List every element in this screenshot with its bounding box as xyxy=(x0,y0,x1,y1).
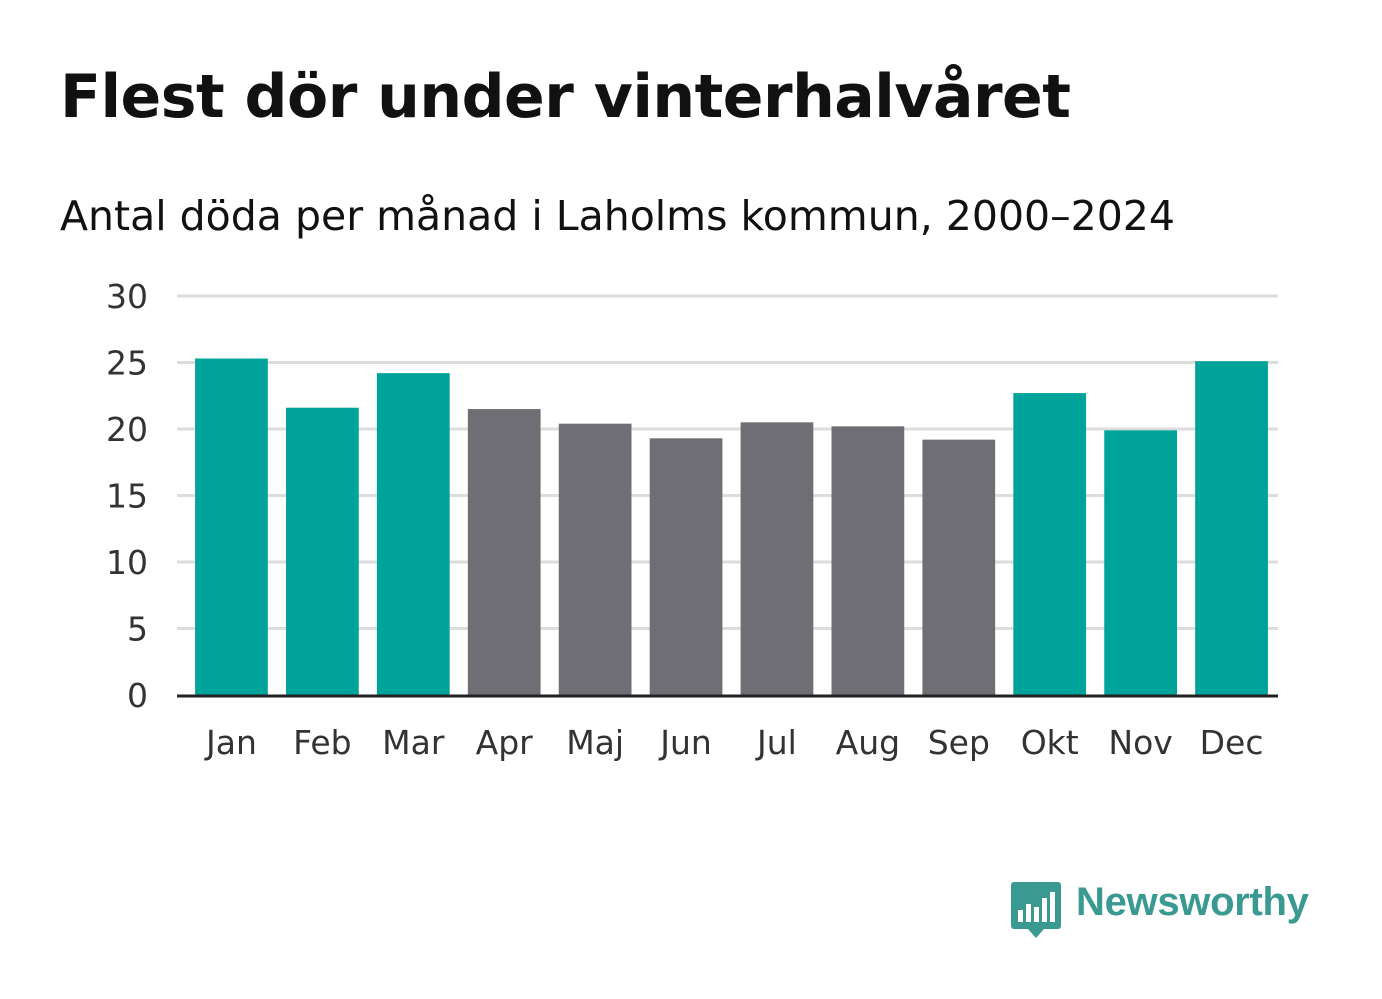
bar-okt xyxy=(1013,393,1087,695)
bar-feb xyxy=(286,407,359,695)
y-tick-label: 10 xyxy=(106,543,148,582)
bars xyxy=(195,358,1268,695)
y-tick-label: 5 xyxy=(127,610,148,649)
x-tick-label: Feb xyxy=(293,723,351,762)
logo-text: Newsworthy xyxy=(1076,880,1309,924)
y-tick-label: 20 xyxy=(106,410,148,449)
bar-dec xyxy=(1195,361,1268,695)
x-tick-label: Dec xyxy=(1200,723,1264,762)
bar-mar xyxy=(376,373,450,695)
x-tick-label: Sep xyxy=(928,723,990,762)
x-axis-ticks: Jan Feb Mar Apr Maj Jun Jul Aug Sep Okt Nov Dec xyxy=(204,723,1263,762)
chart-subtitle: Antal döda per månad i Laholms kommun, 2… xyxy=(60,192,1175,240)
x-tick-label: Jun xyxy=(658,723,712,762)
x-tick-label: Nov xyxy=(1108,723,1172,762)
bar-sep xyxy=(922,439,996,695)
y-tick-label: 0 xyxy=(127,676,148,715)
bar-nov xyxy=(1104,430,1177,695)
y-axis-ticks: 0 5 10 15 20 25 30 xyxy=(106,277,148,715)
bar-jan xyxy=(195,358,268,695)
y-tick-label: 15 xyxy=(106,477,148,516)
bar-jul xyxy=(740,422,814,695)
x-tick-label: Mar xyxy=(382,723,445,762)
chart-title: Flest dör under vinterhalvåret xyxy=(60,62,1071,132)
bar-aug xyxy=(831,426,905,695)
x-tick-label: Apr xyxy=(476,723,534,762)
x-tick-label: Jan xyxy=(204,723,257,762)
bar-apr xyxy=(467,409,541,695)
grid-lines xyxy=(177,294,1278,630)
x-tick-label: Okt xyxy=(1021,723,1079,762)
bar-jun xyxy=(649,438,723,695)
bar-chart-speech-bubble-icon xyxy=(1011,882,1061,938)
x-tick-label: Jul xyxy=(755,723,797,762)
newsworthy-logo: Newsworthy xyxy=(1010,880,1309,940)
x-tick-label: Maj xyxy=(566,723,624,762)
y-tick-label: 30 xyxy=(106,277,148,316)
x-tick-label: Aug xyxy=(836,723,900,762)
y-tick-label: 25 xyxy=(106,344,148,383)
bar-maj xyxy=(558,423,632,695)
